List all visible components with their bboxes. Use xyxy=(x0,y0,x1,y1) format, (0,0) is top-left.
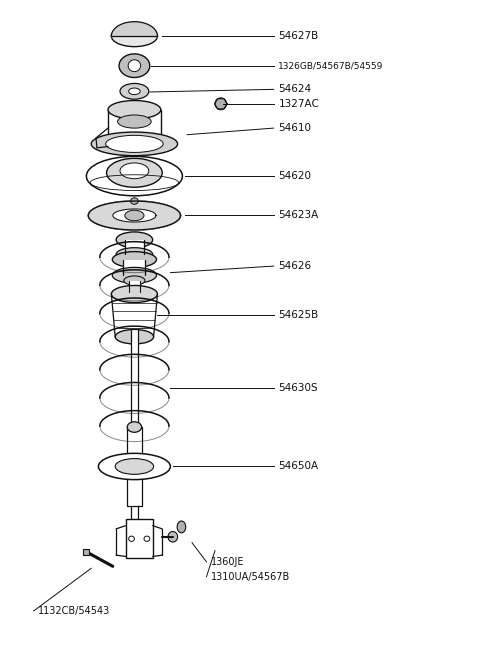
Ellipse shape xyxy=(120,83,149,99)
Text: 54625B: 54625B xyxy=(278,310,319,321)
Text: 1310UA/54567B: 1310UA/54567B xyxy=(211,572,290,582)
Text: 54627B: 54627B xyxy=(278,31,319,41)
Bar xyxy=(125,240,144,254)
Text: 54610: 54610 xyxy=(278,123,312,133)
Text: 1326GB/54567B/54559: 1326GB/54567B/54559 xyxy=(278,61,384,70)
Text: 1132CB/54543: 1132CB/54543 xyxy=(38,606,111,616)
Ellipse shape xyxy=(119,54,150,78)
Text: 1327AC: 1327AC xyxy=(278,99,319,109)
Bar xyxy=(126,519,153,558)
Ellipse shape xyxy=(118,115,151,128)
Ellipse shape xyxy=(128,60,141,72)
Ellipse shape xyxy=(115,330,154,344)
Text: 1360JE: 1360JE xyxy=(211,556,245,567)
Ellipse shape xyxy=(129,88,140,95)
Bar xyxy=(123,260,145,275)
Ellipse shape xyxy=(127,422,142,432)
Ellipse shape xyxy=(168,532,178,542)
Ellipse shape xyxy=(131,198,138,204)
Polygon shape xyxy=(88,201,180,230)
Text: 54620: 54620 xyxy=(278,171,312,181)
Ellipse shape xyxy=(124,288,145,297)
Ellipse shape xyxy=(112,267,156,283)
Ellipse shape xyxy=(116,248,153,261)
Ellipse shape xyxy=(111,26,157,47)
Bar xyxy=(129,281,140,292)
Ellipse shape xyxy=(116,232,153,248)
Text: 54650A: 54650A xyxy=(278,461,319,472)
Ellipse shape xyxy=(106,135,163,152)
Ellipse shape xyxy=(88,201,180,230)
Ellipse shape xyxy=(144,536,150,541)
Text: 54623A: 54623A xyxy=(278,210,319,221)
Ellipse shape xyxy=(125,210,144,221)
Bar xyxy=(108,110,161,144)
Ellipse shape xyxy=(98,453,170,480)
Text: 54624: 54624 xyxy=(278,84,312,95)
Ellipse shape xyxy=(91,132,178,156)
Text: 54630S: 54630S xyxy=(278,382,318,393)
Ellipse shape xyxy=(129,536,134,541)
Ellipse shape xyxy=(120,163,149,179)
Ellipse shape xyxy=(107,158,162,187)
Ellipse shape xyxy=(124,276,145,285)
Ellipse shape xyxy=(108,101,161,119)
Bar xyxy=(127,427,142,506)
Ellipse shape xyxy=(112,252,156,267)
Ellipse shape xyxy=(215,98,227,110)
Ellipse shape xyxy=(115,459,154,474)
Bar xyxy=(131,328,138,539)
Ellipse shape xyxy=(111,285,157,302)
Ellipse shape xyxy=(177,521,186,533)
Ellipse shape xyxy=(86,156,182,196)
Text: 54626: 54626 xyxy=(278,261,312,271)
